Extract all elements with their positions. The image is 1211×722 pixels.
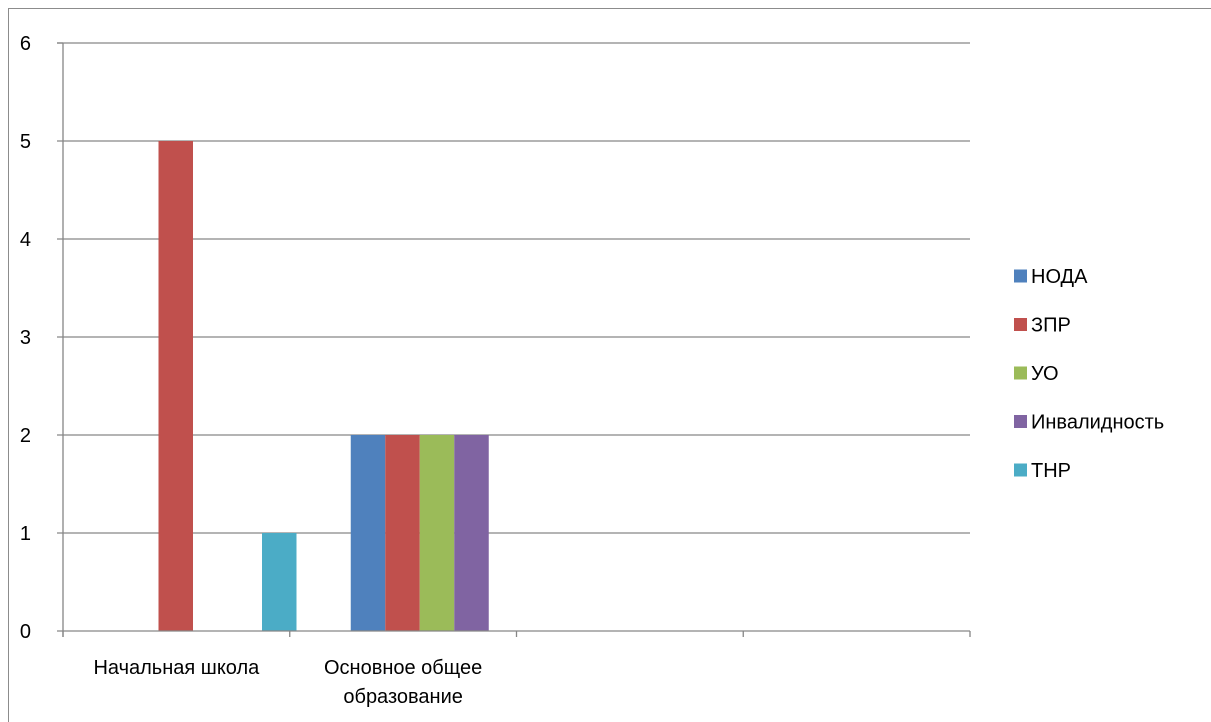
category-label: образование <box>343 686 463 708</box>
y-tick-label: 6 <box>20 33 31 55</box>
legend-swatch <box>1014 318 1027 331</box>
legend-label: НОДА <box>1031 266 1088 288</box>
chart-frame <box>8 8 1211 722</box>
y-tick-labels: 0 1 2 3 4 5 6 <box>20 33 31 643</box>
bars <box>158 141 489 631</box>
y-tick-label: 2 <box>20 425 31 447</box>
legend-label: Инвалидность <box>1031 412 1164 434</box>
legend-item: НОДА <box>1014 266 1088 288</box>
category-label: Основное общее <box>324 657 482 679</box>
bar-УО <box>419 435 455 631</box>
legend-label: УО <box>1031 363 1059 385</box>
bar-Инвалидность <box>454 435 489 631</box>
y-tick-label: 0 <box>20 621 31 643</box>
y-tick-label: 1 <box>20 523 31 545</box>
legend: НОДА ЗПР УО Инвалидность ТНР <box>1014 266 1164 482</box>
bar-НОДА <box>350 435 386 631</box>
gridlines <box>57 42 970 534</box>
legend-swatch <box>1014 463 1027 477</box>
axes <box>57 42 971 637</box>
legend-swatch <box>1014 415 1027 428</box>
category-label: Начальная школа <box>93 657 260 679</box>
bar-ЗПР <box>385 435 420 631</box>
legend-item: ТНР <box>1014 460 1071 482</box>
legend-item: ЗПР <box>1014 315 1071 337</box>
bar-ЗПР <box>158 141 193 631</box>
x-category-labels: Начальная школа Основное общее образование <box>93 657 482 708</box>
y-tick-label: 3 <box>20 327 31 349</box>
y-tick-label: 4 <box>20 229 31 251</box>
legend-label: ТНР <box>1031 460 1071 482</box>
legend-label: ЗПР <box>1031 315 1071 337</box>
y-tick-label: 5 <box>20 131 31 153</box>
legend-item: Инвалидность <box>1014 412 1164 434</box>
bar-ТНР <box>262 533 297 631</box>
legend-swatch <box>1014 269 1027 283</box>
legend-swatch <box>1014 366 1027 380</box>
legend-item: УО <box>1014 363 1059 385</box>
